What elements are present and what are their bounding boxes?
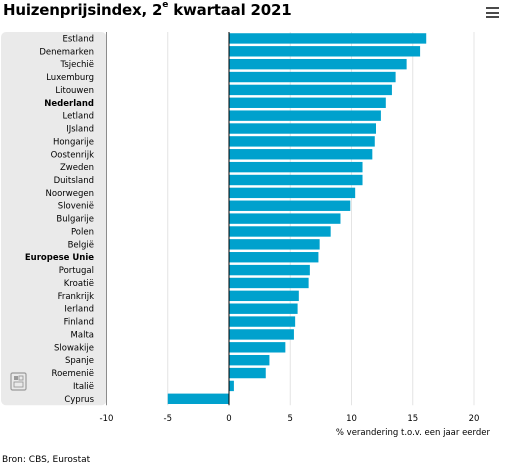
- category-label: België: [68, 240, 94, 250]
- bar: [229, 174, 363, 186]
- bar: [229, 46, 421, 57]
- bar: [229, 161, 363, 173]
- bar: [229, 58, 407, 70]
- category-label: Roemenië: [52, 369, 94, 379]
- bar: [229, 213, 341, 224]
- category-label: Letland: [62, 112, 94, 122]
- category-label: Luxemburg: [46, 73, 94, 83]
- category-label: Denemarken: [39, 47, 94, 57]
- bar: [229, 110, 381, 121]
- category-label: Frankrijk: [58, 292, 95, 302]
- x-tick-label: 20: [469, 414, 480, 424]
- chart-title: Huizenprijsindex, 2e kwartaal 2021: [3, 0, 292, 19]
- category-label: Polen: [71, 227, 94, 237]
- bar: [229, 187, 356, 199]
- category-label: Estland: [63, 34, 95, 44]
- bar: [229, 342, 286, 353]
- bar: [167, 393, 229, 404]
- cbs-logo-icon: [10, 372, 27, 391]
- bar: [229, 136, 375, 147]
- bar: [229, 97, 386, 108]
- x-tick-label: 15: [407, 414, 418, 424]
- category-label: Oostenrijk: [51, 150, 94, 160]
- category-label: Slowakije: [54, 343, 94, 353]
- category-label: Ierland: [64, 305, 94, 315]
- bar: [229, 84, 392, 96]
- category-label: Kroatië: [64, 279, 94, 289]
- bar: [229, 329, 294, 340]
- bar: [229, 71, 396, 83]
- category-label: Spanje: [65, 356, 94, 366]
- x-tick-label: -10: [100, 414, 114, 424]
- category-label: Zweden: [60, 163, 94, 173]
- bar: [229, 303, 298, 314]
- category-label: Nederland: [44, 99, 94, 109]
- bar: [229, 33, 427, 44]
- x-tick-label: 10: [346, 414, 357, 424]
- bar: [229, 239, 320, 250]
- title-main: Huizenprijsindex, 2: [3, 1, 163, 19]
- category-label: IJsland: [66, 125, 94, 135]
- category-label: Tsjechië: [60, 60, 94, 70]
- bar: [229, 264, 310, 276]
- bar: [229, 226, 331, 237]
- category-label: Cyprus: [64, 395, 94, 405]
- source-note: Bron: CBS, Eurostat: [2, 455, 91, 465]
- x-axis-label: % verandering t.o.v. een jaar eerder: [336, 428, 491, 438]
- x-tick-label: 5: [288, 414, 293, 424]
- category-label: Bulgarije: [56, 215, 94, 225]
- bar: [229, 367, 266, 379]
- category-label: Italië: [73, 382, 94, 392]
- title-rest: kwartaal 2021: [168, 1, 292, 19]
- category-label: Europese Unie: [25, 253, 94, 263]
- bar: [229, 123, 376, 134]
- bar: [229, 354, 270, 366]
- x-tick-label: -5: [164, 414, 172, 424]
- label-panel: [1, 32, 107, 406]
- title-superscript: e: [162, 0, 169, 10]
- bar: [229, 149, 373, 160]
- category-label: Malta: [71, 330, 94, 340]
- category-label: Duitsland: [54, 176, 94, 186]
- bar: [229, 252, 319, 263]
- category-label: Noorwegen: [46, 189, 94, 199]
- bar: [229, 380, 234, 392]
- bar: [229, 200, 351, 211]
- x-tick-label: 0: [226, 414, 231, 424]
- category-label: Hongarije: [53, 137, 94, 147]
- bar-chart: Estland Denemarken Tsjechië Luxemburg Litouw…: [1, 32, 491, 438]
- category-label: Litouwen: [55, 86, 94, 96]
- category-label: Finland: [64, 318, 94, 328]
- bar: [229, 277, 309, 289]
- bar: [229, 316, 296, 327]
- bar: [229, 290, 299, 302]
- category-label: Portugal: [59, 266, 94, 276]
- hamburger-menu-icon[interactable]: [486, 6, 499, 19]
- category-label: Slovenië: [58, 202, 94, 212]
